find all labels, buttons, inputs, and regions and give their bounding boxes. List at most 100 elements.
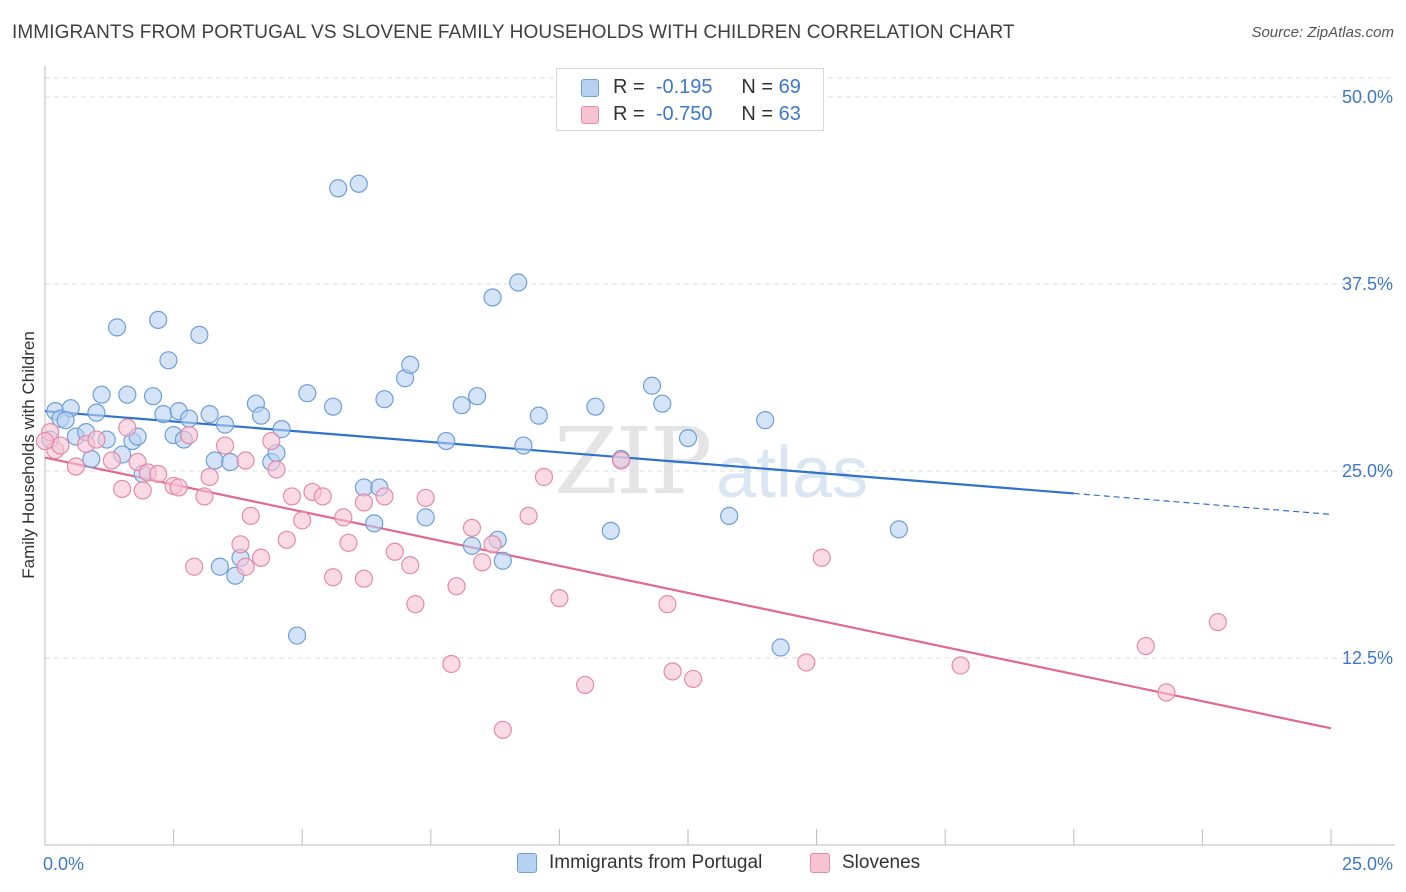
data-point-slovenes: [462, 518, 482, 537]
data-point-slovenes: [493, 720, 512, 739]
data-point-portugal: [329, 179, 348, 198]
data-point-slovenes: [354, 493, 374, 512]
axis-layer: [44, 66, 1395, 846]
data-point-portugal: [642, 376, 662, 395]
data-point-portugal: [190, 325, 209, 344]
data-point-slovenes: [118, 418, 137, 437]
data-point-portugal: [159, 351, 178, 370]
data-point-slovenes: [113, 479, 132, 499]
data-point-portugal: [221, 452, 240, 472]
data-point-portugal: [462, 536, 482, 555]
legend-swatch-portugal: [581, 78, 599, 97]
data-point-portugal: [401, 355, 420, 374]
data-point-slovenes: [200, 467, 219, 487]
data-point-slovenes: [236, 451, 255, 470]
series-legend: Immigrants from Portugal Slovenes: [0, 852, 1406, 878]
data-point-portugal: [149, 310, 168, 330]
data-point-slovenes: [231, 535, 250, 554]
data-point-slovenes: [149, 464, 168, 484]
data-point-slovenes: [87, 430, 106, 449]
data-point-portugal: [179, 409, 199, 428]
legend-row-portugal: R = -0.195 N = 69: [581, 76, 801, 99]
legend-r-value: -0.195: [655, 76, 713, 98]
data-point-slovenes: [195, 487, 214, 506]
data-point-portugal: [298, 384, 317, 403]
legend-r-value: -0.750: [655, 103, 713, 125]
data-point-slovenes: [313, 487, 332, 506]
legend-n-label: N =: [741, 103, 774, 125]
data-point-portugal: [56, 411, 75, 430]
data-point-slovenes: [169, 478, 188, 497]
legend-r-label: R =: [613, 103, 645, 125]
trend-line-portugal-extension: [1073, 492, 1332, 515]
data-point-slovenes: [473, 553, 492, 572]
data-point-portugal: [215, 415, 235, 434]
data-point-slovenes: [797, 653, 816, 672]
data-point-slovenes: [267, 460, 286, 479]
data-point-portugal: [200, 405, 219, 424]
data-point-portugal: [437, 431, 456, 451]
data-point-slovenes: [251, 548, 271, 567]
chart-title: IMMIGRANTS FROM PORTUGAL VS SLOVENE FAMI…: [12, 22, 1015, 43]
legend-swatch-portugal: [517, 853, 537, 873]
data-point-portugal: [509, 273, 528, 292]
data-point-slovenes: [215, 436, 235, 455]
data-point-slovenes: [612, 451, 631, 470]
data-point-portugal: [452, 396, 471, 415]
data-point-slovenes: [323, 568, 343, 587]
data-point-portugal: [154, 405, 173, 424]
data-point-portugal: [467, 387, 487, 406]
data-point-slovenes: [406, 595, 425, 614]
data-point-portugal: [107, 318, 127, 337]
data-point-slovenes: [236, 557, 255, 576]
data-point-slovenes: [1157, 683, 1176, 702]
y-tick-label: 25.0%: [1342, 461, 1393, 481]
data-point-slovenes: [401, 556, 420, 575]
data-point-portugal: [720, 506, 739, 525]
data-point-slovenes: [35, 431, 55, 451]
data-point-portugal: [653, 394, 672, 413]
data-point-portugal: [529, 406, 548, 425]
x-tick-label: 0.0%: [43, 854, 84, 874]
data-point-slovenes: [385, 542, 404, 561]
data-point-slovenes: [534, 467, 554, 487]
data-point-portugal: [889, 520, 909, 539]
x-tick-label: 25.0%: [1342, 854, 1393, 874]
data-point-slovenes: [179, 425, 199, 445]
data-point-slovenes: [416, 488, 435, 508]
data-point-slovenes: [447, 577, 466, 596]
tick-label-layer: 12.5% 25.0% 37.5% 50.0% 0.0% 25.0%: [43, 87, 1393, 874]
legend-n-value: 63: [778, 103, 801, 125]
data-point-portugal: [251, 406, 271, 425]
data-point-slovenes: [241, 506, 260, 525]
points-layer: [35, 174, 1227, 739]
data-point-portugal: [678, 428, 698, 448]
data-point-portugal: [375, 390, 394, 409]
trend-line-portugal: [44, 410, 1074, 495]
data-point-slovenes: [684, 669, 703, 689]
data-point-portugal: [483, 288, 502, 307]
legend-n-value: 69: [778, 76, 801, 98]
data-point-slovenes: [277, 530, 296, 549]
data-point-slovenes: [812, 548, 831, 567]
data-point-portugal: [205, 451, 224, 470]
data-point-slovenes: [951, 656, 970, 675]
data-point-slovenes: [293, 511, 312, 530]
data-point-slovenes: [339, 533, 358, 552]
data-point-slovenes: [102, 451, 121, 470]
legend-row-slovenes: R = -0.750 N = 63: [581, 103, 801, 126]
data-point-slovenes: [1136, 636, 1155, 656]
data-point-slovenes: [354, 569, 374, 588]
data-point-slovenes: [1208, 612, 1227, 632]
y-tick-label: 37.5%: [1342, 274, 1393, 294]
data-point-portugal: [756, 411, 775, 430]
legend-swatch-slovenes: [581, 105, 599, 124]
data-point-slovenes: [658, 595, 677, 614]
data-point-portugal: [365, 514, 384, 533]
data-point-slovenes: [576, 675, 595, 695]
legend-n-label: N =: [741, 76, 774, 98]
data-point-slovenes: [51, 436, 70, 455]
data-point-portugal: [416, 508, 435, 527]
data-point-slovenes: [375, 487, 394, 506]
